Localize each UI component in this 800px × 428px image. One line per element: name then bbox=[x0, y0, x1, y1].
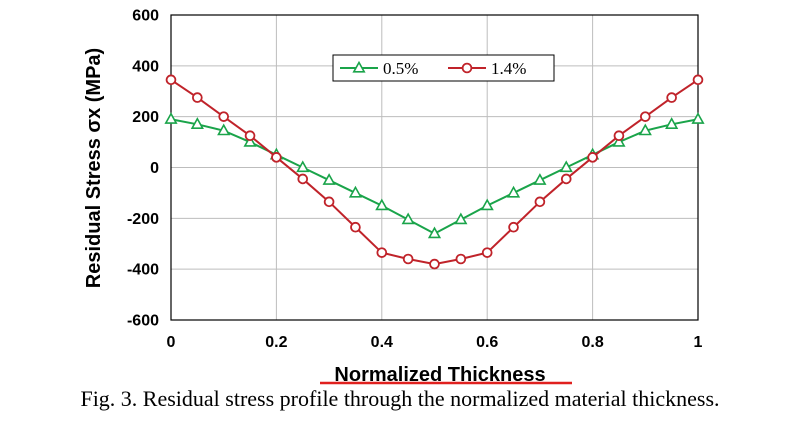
data-point-circle bbox=[218, 111, 230, 122]
data-point-circle bbox=[481, 247, 493, 258]
y-axis-title: Residual Stress σx (MPa) bbox=[83, 48, 105, 288]
legend-label: 0.5% bbox=[383, 59, 418, 78]
data-point-circle bbox=[508, 221, 519, 233]
data-point-triangle bbox=[559, 160, 573, 173]
data-point-triangle bbox=[322, 173, 336, 185]
data-point-circle bbox=[461, 62, 473, 74]
data-point-triangle bbox=[665, 117, 679, 129]
data-point-triangle bbox=[190, 117, 204, 129]
y-tick-label: -400 bbox=[127, 262, 159, 279]
residual-stress-chart: -600 -400 -200 0 200 400 600 0 0.2 0.4 0.6 0.8 1 0.… bbox=[83, 8, 705, 386]
data-point-circle bbox=[165, 74, 177, 86]
data-point-circle bbox=[666, 92, 677, 103]
y-tick-label: 600 bbox=[132, 8, 159, 25]
data-point-triangle bbox=[375, 198, 389, 211]
series-layer bbox=[164, 74, 705, 270]
x-tick-label: 0 bbox=[167, 334, 176, 351]
data-point-circle bbox=[429, 258, 440, 270]
data-point-triangle bbox=[506, 185, 521, 198]
x-tick-label: 0.8 bbox=[581, 334, 603, 351]
series-2 bbox=[165, 74, 704, 270]
data-point-circle bbox=[323, 196, 335, 208]
data-point-circle bbox=[271, 152, 282, 163]
data-point-triangle bbox=[217, 123, 231, 136]
data-point-circle bbox=[692, 74, 704, 86]
x-tick-label: 1 bbox=[694, 334, 703, 351]
data-point-circle bbox=[402, 253, 414, 265]
y-tick-label: 0 bbox=[150, 160, 159, 177]
data-point-circle bbox=[350, 221, 361, 233]
data-point-triangle bbox=[243, 134, 257, 147]
x-axis-title: Normalized Thickness bbox=[334, 364, 545, 386]
data-point-circle bbox=[639, 111, 651, 122]
data-point-triangle bbox=[638, 123, 652, 136]
data-point-triangle bbox=[533, 173, 547, 185]
data-point-triangle bbox=[454, 212, 468, 225]
y-tick-label: 400 bbox=[132, 58, 159, 75]
data-point-triangle bbox=[352, 60, 366, 73]
x-tick-labels: 0 0.2 0.4 0.6 0.8 1 bbox=[167, 334, 703, 351]
data-point-triangle bbox=[401, 212, 415, 225]
data-point-circle bbox=[376, 247, 388, 258]
data-point-circle bbox=[534, 196, 546, 208]
data-point-triangle bbox=[164, 112, 178, 124]
legend-item-2: 1.4% bbox=[448, 59, 526, 78]
legend: 0.5% 1.4% bbox=[332, 54, 555, 82]
data-point-triangle bbox=[691, 112, 705, 124]
legend-label: 1.4% bbox=[491, 59, 526, 78]
x-tick-label: 0.2 bbox=[265, 334, 287, 351]
data-point-circle bbox=[613, 130, 625, 142]
figure-caption: Fig. 3. Residual stress profile through … bbox=[80, 386, 720, 411]
x-tick-label: 0.4 bbox=[371, 334, 393, 351]
legend-item-1: 0.5% bbox=[340, 59, 418, 78]
data-point-circle bbox=[455, 253, 467, 265]
plot-area-frame bbox=[170, 14, 699, 321]
data-point-triangle bbox=[612, 134, 626, 147]
data-point-circle bbox=[587, 152, 598, 163]
y-tick-labels: -600 -400 -200 0 200 400 600 bbox=[127, 8, 159, 330]
y-tick-label: 200 bbox=[132, 109, 159, 126]
data-point-triangle bbox=[348, 185, 363, 198]
data-point-triangle bbox=[480, 198, 494, 211]
data-point-circle bbox=[297, 173, 309, 185]
data-point-triangle bbox=[427, 226, 442, 239]
data-point-circle bbox=[560, 173, 572, 185]
data-point-circle bbox=[192, 92, 203, 103]
y-tick-label: -600 bbox=[127, 313, 159, 330]
y-tick-label: -200 bbox=[127, 211, 159, 228]
x-tick-label: 0.6 bbox=[476, 334, 498, 351]
data-point-circle bbox=[244, 130, 256, 142]
data-point-triangle bbox=[296, 160, 310, 173]
